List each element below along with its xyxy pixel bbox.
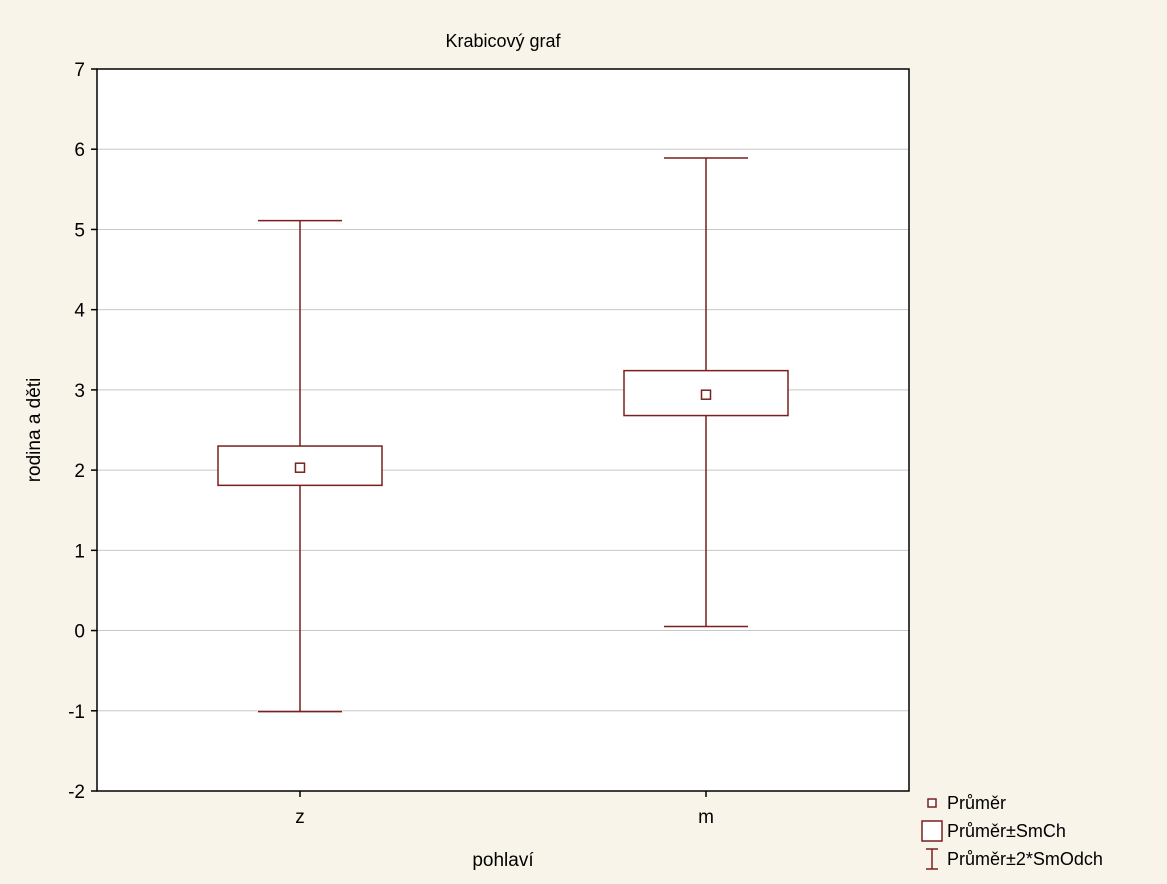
legend-box-symbol (921, 820, 943, 842)
legend-mean-symbol (927, 798, 937, 808)
plot-frame (96, 68, 910, 792)
plot-area (97, 69, 909, 791)
y-tick-label: 0 (74, 622, 85, 643)
data-marks (217, 157, 789, 713)
mean-marker (294, 462, 306, 473)
y-tick-label: 5 (74, 220, 85, 241)
x-axis-title: pohlaví (472, 850, 534, 871)
y-tick-label: 2 (74, 461, 85, 482)
y-tick-label: 6 (74, 140, 85, 161)
legend-item-whisker: Průměr±2*SmOdch (926, 848, 1103, 870)
mean-marker (700, 389, 712, 400)
box-group-m (623, 157, 789, 628)
y-tick-label: 1 (74, 541, 85, 562)
y-tick-label: -2 (68, 782, 85, 803)
y-tick-label: -1 (68, 702, 85, 723)
legend: Průměr Průměr±SmCh Průměr±2*SmOdch (921, 793, 1103, 870)
x-tick-label-z: z (295, 807, 305, 828)
legend-label: Průměr±SmCh (947, 821, 1066, 841)
box-group-z (217, 219, 383, 713)
y-tick-label: 7 (74, 60, 85, 81)
legend-label: Průměr (947, 793, 1006, 813)
axis-ticks: -2 -1 0 1 2 3 4 5 6 7 z m (68, 60, 714, 828)
x-tick-label-m: m (698, 807, 714, 828)
chart-title: Krabicový graf (445, 31, 561, 51)
y-tick-label: 3 (74, 381, 85, 402)
legend-item-box: Průměr±SmCh (921, 820, 1066, 842)
legend-item-square-marker: Průměr (927, 793, 1006, 813)
y-axis-title: rodina a děti (24, 378, 45, 483)
y-tick-label: 4 (74, 301, 85, 322)
legend-label: Průměr±2*SmOdch (947, 849, 1103, 869)
